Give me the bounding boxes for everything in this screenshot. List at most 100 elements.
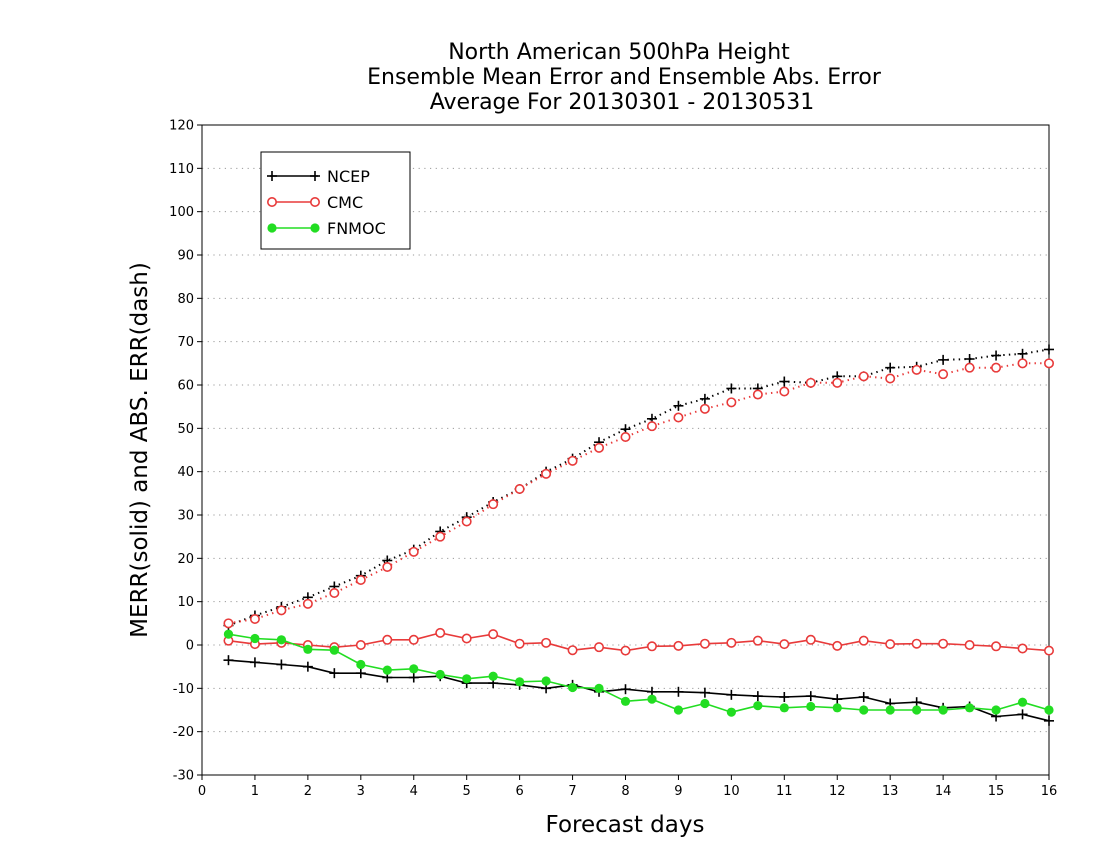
point-marker	[699, 687, 710, 698]
point-marker	[594, 442, 605, 453]
point-marker	[382, 665, 392, 675]
point-marker	[620, 431, 631, 442]
legend: NCEP CMC FNMOC	[260, 151, 411, 250]
point-marker	[859, 705, 869, 715]
point-marker	[779, 703, 789, 713]
point-marker	[964, 703, 975, 713]
point-marker	[309, 197, 320, 208]
point-marker	[408, 634, 419, 645]
point-marker	[1017, 697, 1028, 707]
ncep-merr-line	[228, 659, 1050, 722]
point-marker	[991, 350, 1002, 361]
point-marker	[779, 692, 790, 702]
plot-frame	[201, 124, 1050, 776]
y-tick-label: -30	[173, 769, 194, 784]
point-marker	[991, 641, 1002, 652]
point-marker	[620, 645, 631, 656]
point-marker	[832, 703, 842, 713]
point-marker	[514, 638, 525, 649]
point-marker	[267, 223, 277, 233]
point-marker	[594, 642, 605, 653]
point-marker	[832, 694, 843, 705]
point-marker	[911, 364, 922, 375]
x-tick-label: 2	[304, 784, 312, 799]
title-line-3: Average For 20130301 - 20130531	[430, 90, 815, 115]
y-tick-label: 70	[177, 335, 194, 350]
point-marker	[310, 223, 320, 233]
y-tick-label: 40	[177, 465, 194, 480]
point-marker	[355, 668, 366, 679]
point-marker	[858, 371, 869, 382]
y-tick-label: 30	[177, 509, 194, 524]
point-marker	[249, 613, 260, 624]
point-marker	[567, 682, 578, 693]
point-marker	[329, 645, 339, 655]
title-line-2: Ensemble Mean Error and Ensemble Abs. Er…	[367, 65, 882, 90]
point-marker	[858, 635, 869, 646]
legend-entry-ncep: NCEP	[267, 167, 370, 186]
point-marker	[435, 627, 446, 638]
point-marker	[356, 659, 366, 670]
point-marker	[805, 377, 816, 388]
point-marker	[276, 659, 287, 670]
x-tick-label: 13	[882, 784, 899, 799]
point-marker	[567, 645, 578, 656]
point-marker	[541, 468, 552, 479]
y-tick-label: 90	[177, 249, 194, 264]
point-marker	[355, 639, 366, 650]
point-marker	[673, 400, 684, 411]
point-marker	[249, 657, 260, 668]
point-marker	[885, 373, 896, 384]
point-marker	[1044, 645, 1055, 656]
point-marker	[647, 694, 657, 704]
point-marker	[673, 412, 684, 423]
y-tick-label: 20	[177, 552, 194, 567]
point-marker	[752, 691, 763, 702]
x-axis-title: Forecast days	[546, 812, 705, 838]
point-marker	[726, 397, 737, 408]
point-marker	[1017, 643, 1028, 654]
x-tick-label: 1	[251, 784, 259, 799]
y-tick-label: -10	[173, 682, 194, 697]
point-marker	[250, 633, 260, 644]
x-tick-label: 10	[723, 784, 740, 799]
point-marker	[964, 362, 975, 373]
x-tick-label: 14	[935, 784, 952, 799]
legend-label: CMC	[327, 193, 363, 212]
point-marker	[885, 362, 896, 373]
point-marker	[1044, 358, 1055, 369]
y-tick-label: 10	[177, 595, 194, 610]
point-marker	[594, 683, 604, 693]
point-marker	[726, 383, 737, 394]
point-marker	[382, 561, 393, 572]
y-tick-label: 110	[169, 162, 194, 177]
point-marker	[779, 386, 790, 397]
x-tick-label: 3	[357, 784, 365, 799]
point-marker	[514, 483, 525, 494]
point-marker	[938, 638, 949, 649]
y-tick-label: 60	[177, 379, 194, 394]
point-marker	[911, 638, 922, 649]
point-marker	[779, 639, 790, 650]
point-marker	[753, 701, 763, 711]
point-marker	[699, 403, 710, 414]
series-cmc	[223, 358, 1055, 656]
title-line-1: North American 500hPa Height	[448, 40, 790, 65]
point-marker	[832, 377, 843, 388]
point-marker	[1044, 715, 1054, 726]
point-marker	[276, 605, 287, 616]
point-marker	[223, 655, 234, 666]
point-marker	[805, 634, 816, 645]
legend-label: NCEP	[327, 167, 370, 186]
point-marker	[515, 677, 525, 687]
y-tick-label: 80	[177, 292, 194, 307]
point-marker	[938, 354, 949, 365]
point-marker	[991, 362, 1002, 373]
legend-entry-fnmoc: FNMOC	[267, 219, 386, 238]
point-marker	[488, 499, 499, 510]
point-marker	[541, 637, 552, 648]
series-ncep	[223, 344, 1054, 726]
x-tick-label: 9	[674, 784, 682, 799]
ncep-abs-err-line	[228, 348, 1050, 627]
